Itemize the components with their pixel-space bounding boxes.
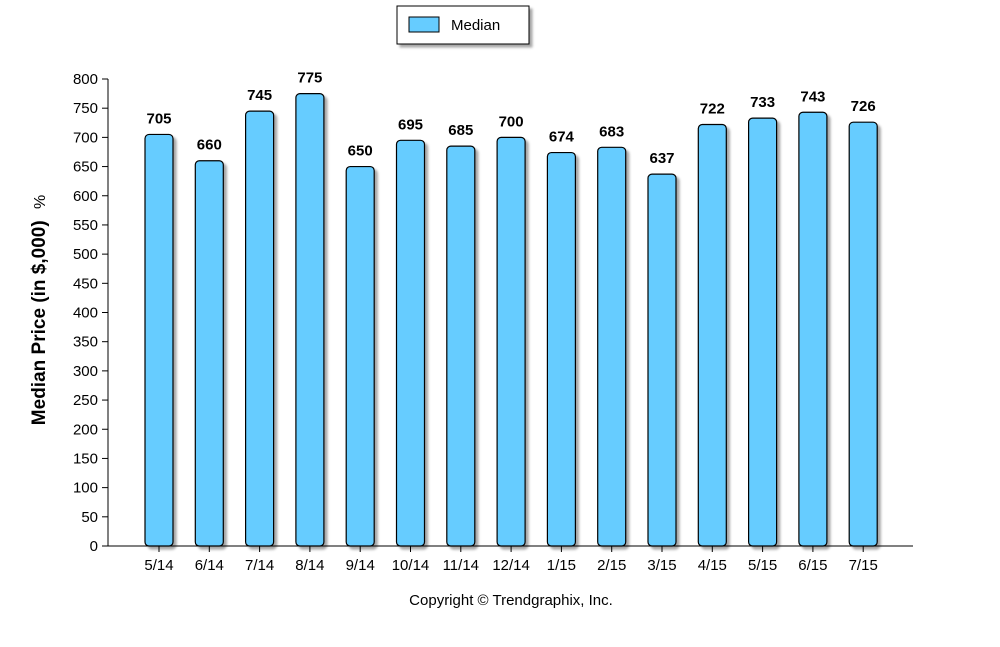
x-tick-label: 2/15 bbox=[597, 557, 626, 574]
data-label: 650 bbox=[348, 143, 373, 160]
y-tick-label: 650 bbox=[73, 159, 98, 176]
data-label: 775 bbox=[297, 70, 322, 87]
x-tick-label: 10/14 bbox=[392, 557, 430, 574]
bar-6-15 bbox=[798, 111, 828, 547]
bar-10-14 bbox=[395, 139, 426, 547]
data-label: 700 bbox=[499, 113, 524, 130]
legend: Median bbox=[396, 5, 530, 45]
x-tick-label: 5/15 bbox=[748, 557, 777, 574]
bar-4-15 bbox=[697, 123, 727, 547]
y-tick-label: 250 bbox=[73, 392, 98, 409]
x-tick-label: 1/15 bbox=[547, 557, 576, 574]
svg-text:Median Price (in $,000): Median Price (in $,000) % bbox=[29, 195, 50, 425]
legend-swatch bbox=[408, 16, 440, 33]
x-tick-label: 4/15 bbox=[698, 557, 727, 574]
data-label: 685 bbox=[448, 122, 473, 139]
y-tick-label: 700 bbox=[73, 129, 98, 146]
data-label: 637 bbox=[649, 150, 674, 167]
x-tick-label: 9/14 bbox=[346, 557, 375, 574]
bar-2-15 bbox=[597, 146, 627, 547]
data-label: 660 bbox=[197, 137, 222, 154]
data-label: 674 bbox=[549, 129, 575, 146]
y-axis-label-suffix: % bbox=[32, 195, 49, 209]
data-label: 705 bbox=[146, 110, 171, 127]
bar-11-14 bbox=[446, 145, 476, 547]
y-tick-label: 150 bbox=[73, 450, 98, 467]
data-label: 733 bbox=[750, 94, 775, 111]
x-tick-label: 11/14 bbox=[443, 557, 479, 574]
y-tick-label: 0 bbox=[90, 538, 98, 555]
y-ticks: 0 50 100 150 200 250 300 350 400 450 500 550 600 650 7… bbox=[73, 71, 108, 555]
x-tick-label: 7/15 bbox=[849, 557, 878, 574]
y-tick-label: 450 bbox=[73, 275, 98, 292]
x-ticks: 5/14 6/14 7/14 8/14 9/14 10/14 11/14 12/14 1/15 2… bbox=[144, 546, 878, 574]
bars: 705 660 745 775 650 695 685 700 674 683 637 722 733 7… bbox=[144, 70, 878, 547]
x-tick-label: 12/14 bbox=[492, 557, 530, 574]
data-label: 722 bbox=[700, 101, 725, 118]
y-tick-label: 400 bbox=[73, 305, 98, 322]
bar-3-15 bbox=[647, 173, 677, 547]
y-tick-label: 500 bbox=[73, 246, 98, 263]
bar-6-14 bbox=[194, 160, 224, 547]
x-tick-label: 7/14 bbox=[245, 557, 274, 574]
legend-label: Median bbox=[451, 17, 500, 34]
y-tick-label: 100 bbox=[73, 480, 98, 497]
copyright-text: Copyright © Trendgraphix, Inc. bbox=[409, 592, 613, 609]
data-label: 743 bbox=[800, 88, 825, 105]
bar-1-15 bbox=[546, 151, 577, 547]
data-label: 745 bbox=[247, 87, 272, 104]
data-label: 683 bbox=[599, 123, 624, 140]
y-tick-label: 350 bbox=[73, 334, 98, 351]
y-axis-label: Median Price (in $,000) bbox=[29, 220, 50, 425]
bar-9-14 bbox=[345, 165, 375, 547]
y-tick-label: 50 bbox=[81, 509, 98, 526]
y-tick-label: 600 bbox=[73, 188, 98, 205]
y-tick-label: 200 bbox=[73, 421, 98, 438]
x-tick-label: 3/15 bbox=[647, 557, 676, 574]
bar-5-14 bbox=[144, 133, 174, 547]
bar-8-14 bbox=[295, 92, 325, 547]
data-label: 726 bbox=[851, 98, 876, 115]
y-tick-label: 800 bbox=[73, 71, 98, 88]
bar-12-14 bbox=[496, 136, 526, 547]
bar-7-14 bbox=[245, 110, 275, 547]
x-tick-label: 5/14 bbox=[144, 557, 173, 574]
y-tick-label: 300 bbox=[73, 363, 98, 380]
y-axis-title: Median Price (in $,000) % bbox=[29, 195, 50, 425]
bar-5-15 bbox=[747, 117, 778, 547]
x-tick-label: 8/14 bbox=[295, 557, 324, 574]
data-label: 695 bbox=[398, 116, 423, 133]
bar-7-15 bbox=[848, 121, 878, 547]
y-tick-label: 750 bbox=[73, 100, 98, 117]
x-tick-label: 6/14 bbox=[195, 557, 224, 574]
x-tick-label: 6/15 bbox=[798, 557, 827, 574]
y-tick-label: 550 bbox=[73, 217, 98, 234]
